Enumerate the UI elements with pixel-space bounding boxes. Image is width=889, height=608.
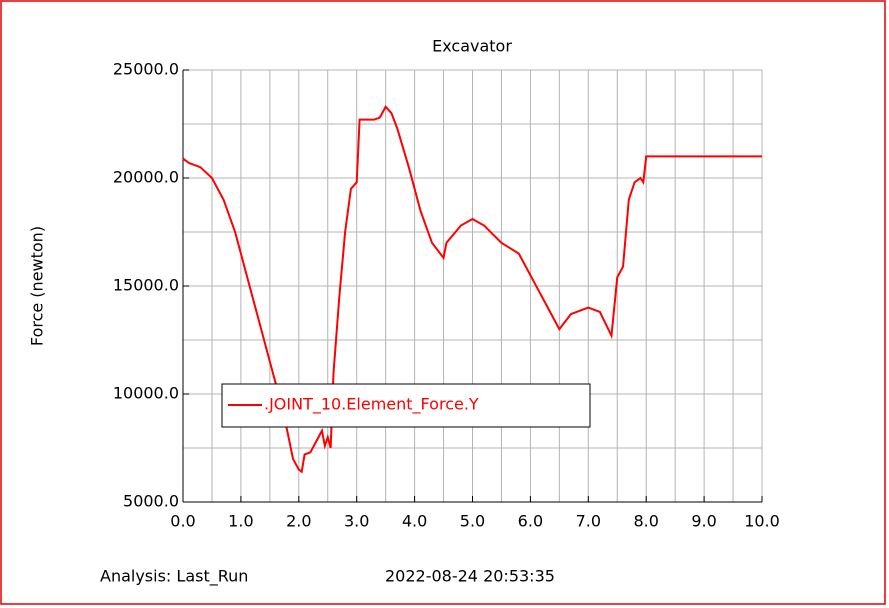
x-tick-label: 4.0 xyxy=(402,512,427,531)
chart-title: Excavator xyxy=(432,37,512,56)
legend-label: .JOINT_10.Element_Force.Y xyxy=(264,395,479,415)
y-tick-label: 25000.0 xyxy=(113,60,179,79)
x-tick-label: 1.0 xyxy=(228,512,253,531)
x-tick-label: 2.0 xyxy=(286,512,311,531)
x-tick-label: 8.0 xyxy=(633,512,658,531)
y-axis-label: Force (newton) xyxy=(28,226,47,346)
x-tick-label: 5.0 xyxy=(460,512,485,531)
y-tick-label: 5000.0 xyxy=(123,492,179,511)
x-tick-label: 10.0 xyxy=(744,512,780,531)
analysis-label: Analysis: Last_Run xyxy=(100,567,248,587)
x-tick-label: 9.0 xyxy=(691,512,716,531)
y-tick-label: 20000.0 xyxy=(113,168,179,187)
x-tick-label: 7.0 xyxy=(576,512,601,531)
x-tick-label: 3.0 xyxy=(344,512,369,531)
timestamp: 2022-08-24 20:53:35 xyxy=(385,567,555,586)
x-tick-label: 0.0 xyxy=(170,512,195,531)
x-tick-label: 6.0 xyxy=(518,512,543,531)
y-tick-label: 15000.0 xyxy=(113,276,179,295)
chart: Excavator Force (newton) Analysis: Last_… xyxy=(0,0,889,608)
y-tick-label: 10000.0 xyxy=(113,384,179,403)
